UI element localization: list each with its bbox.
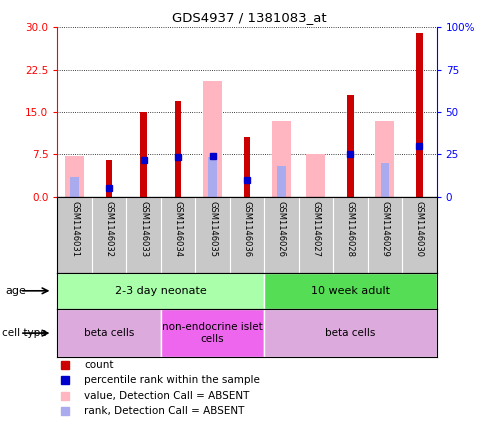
Bar <box>277 166 286 197</box>
Text: GDS4937 / 1381083_at: GDS4937 / 1381083_at <box>172 11 327 24</box>
Text: GSM1146035: GSM1146035 <box>208 201 217 256</box>
Bar <box>57 273 264 309</box>
Bar <box>347 95 354 197</box>
Bar <box>65 156 84 197</box>
Bar <box>208 157 217 197</box>
Text: rank, Detection Call = ABSENT: rank, Detection Call = ABSENT <box>84 406 245 416</box>
Text: value, Detection Call = ABSENT: value, Detection Call = ABSENT <box>84 391 250 401</box>
Bar <box>381 163 389 197</box>
Bar <box>70 177 79 197</box>
Text: 2-3 day neonate: 2-3 day neonate <box>115 286 207 296</box>
Bar <box>264 273 437 309</box>
Text: GSM1146033: GSM1146033 <box>139 201 148 257</box>
Text: GSM1146031: GSM1146031 <box>70 201 79 256</box>
Bar <box>57 309 161 357</box>
Text: GSM1146026: GSM1146026 <box>277 201 286 256</box>
Text: GSM1146032: GSM1146032 <box>105 201 114 256</box>
Bar <box>306 154 325 197</box>
Text: beta cells: beta cells <box>325 328 376 338</box>
Bar <box>161 309 264 357</box>
Text: GSM1146027: GSM1146027 <box>311 201 320 256</box>
Bar <box>175 101 181 197</box>
Text: cell type: cell type <box>2 328 47 338</box>
Text: GSM1146036: GSM1146036 <box>243 201 251 257</box>
Bar <box>375 121 394 197</box>
Text: count: count <box>84 360 113 370</box>
Text: 10 week adult: 10 week adult <box>311 286 390 296</box>
Bar <box>264 309 437 357</box>
Text: GSM1146029: GSM1146029 <box>380 201 389 256</box>
Bar <box>244 137 250 197</box>
Text: percentile rank within the sample: percentile rank within the sample <box>84 376 260 385</box>
Bar <box>106 160 112 197</box>
Text: non-endocrine islet
cells: non-endocrine islet cells <box>162 322 263 344</box>
Text: beta cells: beta cells <box>84 328 134 338</box>
Bar <box>140 112 147 197</box>
Bar <box>272 121 291 197</box>
Bar <box>203 81 222 197</box>
Text: GSM1146030: GSM1146030 <box>415 201 424 256</box>
Bar <box>416 33 423 197</box>
Text: GSM1146028: GSM1146028 <box>346 201 355 256</box>
Text: age: age <box>5 286 26 296</box>
Text: GSM1146034: GSM1146034 <box>174 201 183 256</box>
